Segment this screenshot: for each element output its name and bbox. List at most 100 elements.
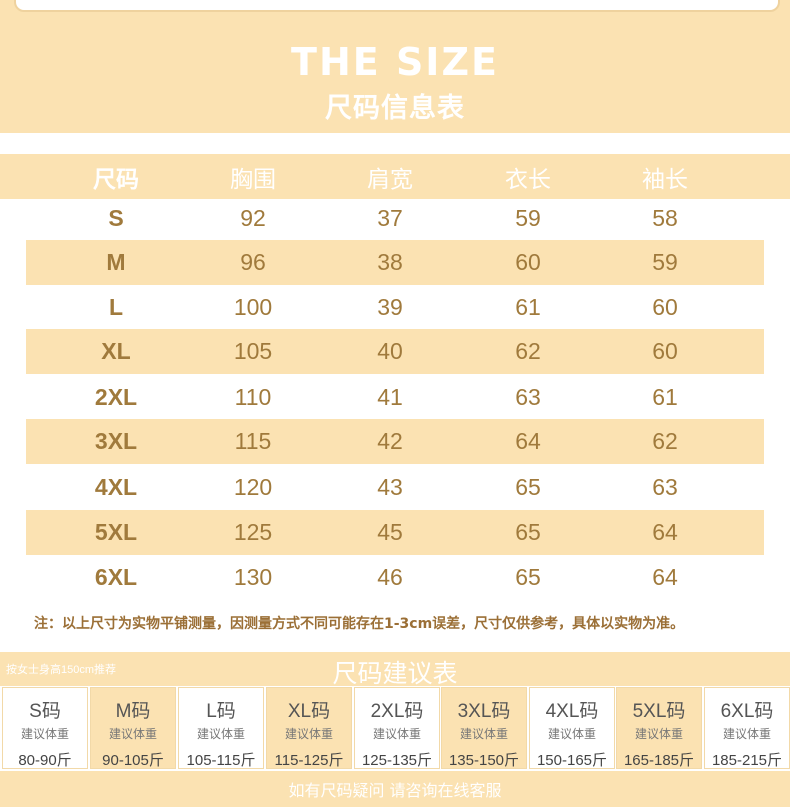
recommend-size: M码	[115, 701, 151, 722]
measure-cell: 63	[515, 384, 541, 410]
measure-cell: 59	[652, 249, 678, 275]
recommend-grid: S码 建议体重 80-90斤 M码 建议体重 90-105斤 L码 建议体重 105-115斤 X…	[0, 687, 790, 771]
recommend-range: 105-115斤	[186, 752, 256, 769]
size-cell: XL	[101, 338, 131, 364]
recommend-cell: 2XL码建议体重 125-135斤	[354, 687, 440, 769]
recommend-size: 6XL码	[720, 701, 774, 722]
measure-cell: 125	[233, 519, 273, 545]
size-cell: 6XL	[94, 564, 138, 590]
measure-cell: 92	[240, 205, 266, 231]
recommend-label: 建议体重	[634, 727, 683, 741]
recommend-range: 125-135斤	[361, 752, 433, 769]
measure-cell: 42	[377, 428, 403, 454]
table-row: 2XL 110 41 63 61	[26, 375, 764, 420]
measure-cell: 58	[652, 205, 678, 231]
measure-cell: 60	[515, 249, 541, 275]
measure-cell: 64	[515, 428, 541, 454]
table-header-row: 尺码 胸围 肩宽 衣长 袖长	[0, 154, 790, 199]
column-header: 尺码	[93, 166, 139, 193]
recommend-title: 尺码建议表	[332, 659, 458, 688]
measure-cell: 115	[234, 428, 272, 454]
recommend-cell: 4XL码建议体重 150-165斤	[529, 687, 615, 769]
table-row: 3XL 115 42 64 62	[26, 419, 764, 464]
recommend-cell: 6XL码建议体重 185-215斤	[704, 687, 790, 769]
measure-cell: 61	[652, 384, 678, 410]
measure-cell: 130	[233, 564, 273, 590]
measure-cell: 63	[652, 474, 678, 500]
size-cell: L	[108, 294, 124, 320]
table-row: 5XL 125 45 65 64	[26, 510, 764, 555]
table-row: L 100 39 61 60	[26, 285, 764, 330]
measure-cell: 59	[515, 205, 541, 231]
recommend-cell: XL码 建议体重 115-125斤	[266, 687, 352, 769]
top-card-frame	[14, 0, 780, 12]
recommend-range: 150-165斤	[536, 752, 608, 769]
measure-cell: 62	[652, 428, 678, 454]
measure-cell: 65	[515, 564, 541, 590]
measure-cell: 37	[377, 205, 403, 231]
measure-cell: 43	[377, 474, 403, 500]
page-title-en: THE SIZE	[291, 40, 499, 84]
size-cell: 3XL	[94, 428, 138, 454]
size-cell: S	[108, 205, 124, 231]
recommend-subtitle: 按女士身高150cm推荐	[6, 664, 117, 676]
recommend-range: 135-150斤	[448, 752, 520, 769]
measure-cell: 65	[515, 519, 541, 545]
recommend-size: 5XL码	[632, 701, 686, 722]
size-cell: 2XL	[94, 384, 138, 410]
measure-cell: 38	[377, 249, 403, 275]
recommend-size: 2XL码	[370, 701, 424, 722]
recommend-label: 建议体重	[284, 727, 333, 741]
measure-cell: 60	[652, 294, 678, 320]
measure-cell: 61	[515, 294, 541, 320]
recommend-range: 80-90斤	[18, 752, 72, 769]
measure-cell: 105	[233, 338, 273, 364]
measurement-note: 注：以上尺寸为实物平铺测量，因测量方式不同可能存在1-3cm误差，尺寸仅供参考，…	[34, 616, 685, 632]
measure-cell: 45	[377, 519, 403, 545]
measure-cell: 60	[652, 338, 678, 364]
column-header: 衣长	[505, 166, 551, 193]
measure-cell: 100	[233, 294, 273, 320]
measure-cell: 110	[234, 384, 272, 410]
measure-cell: 62	[515, 338, 541, 364]
recommend-cell: 3XL码建议体重 135-150斤	[441, 687, 527, 769]
recommend-size: 3XL码	[457, 701, 511, 722]
recommend-label: 建议体重	[722, 727, 771, 741]
measure-cell: 41	[377, 384, 403, 410]
recommend-cell: L码建议体重 105-115斤	[178, 687, 264, 769]
column-header: 胸围	[230, 166, 276, 193]
recommend-size: 4XL码	[545, 701, 599, 722]
measure-cell: 120	[233, 474, 273, 500]
recommend-label: 建议体重	[196, 727, 245, 741]
recommend-size: XL码	[287, 701, 331, 722]
recommend-range: 185-215斤	[711, 752, 783, 769]
measure-cell: 64	[652, 519, 678, 545]
recommend-label: 建议体重	[108, 727, 157, 741]
recommend-header: 按女士身高150cm推荐 尺码建议表	[0, 652, 790, 688]
page-title-cn: 尺码信息表	[325, 93, 465, 124]
recommend-cell: S码 建议体重 80-90斤	[2, 687, 88, 769]
recommend-label: 建议体重	[547, 727, 596, 741]
column-header: 肩宽	[367, 166, 413, 193]
title-banner: THE SIZE 尺码信息表	[0, 0, 790, 133]
measure-cell: 39	[377, 294, 403, 320]
recommend-label: 建议体重	[459, 727, 508, 741]
table-row: 6XL 130 46 65 64	[26, 555, 764, 600]
size-cell: 4XL	[94, 474, 138, 500]
table-row: XL 105 40 62 60	[26, 329, 764, 374]
measure-cell: 64	[652, 564, 678, 590]
recommend-cell: M码建议体重 90-105斤	[90, 687, 176, 769]
footer-text: 如有尺码疑问 请咨询在线客服	[288, 781, 502, 800]
table-row: S 92 37 59 58	[26, 196, 764, 241]
recommend-range: 165-185斤	[623, 752, 695, 769]
recommend-range: 90-105斤	[102, 752, 164, 769]
recommend-label: 建议体重	[372, 727, 421, 741]
table-row: 4XL 120 43 65 63	[26, 465, 764, 510]
recommend-size: L码	[206, 701, 236, 722]
column-header: 袖长	[642, 166, 688, 193]
recommend-cell: 5XL码建议体重 165-185斤	[616, 687, 702, 769]
size-cell: 5XL	[94, 519, 138, 545]
size-cell: M	[106, 249, 126, 275]
footer-bar: 如有尺码疑问 请咨询在线客服	[0, 771, 790, 807]
recommend-label: 建议体重	[20, 727, 69, 741]
